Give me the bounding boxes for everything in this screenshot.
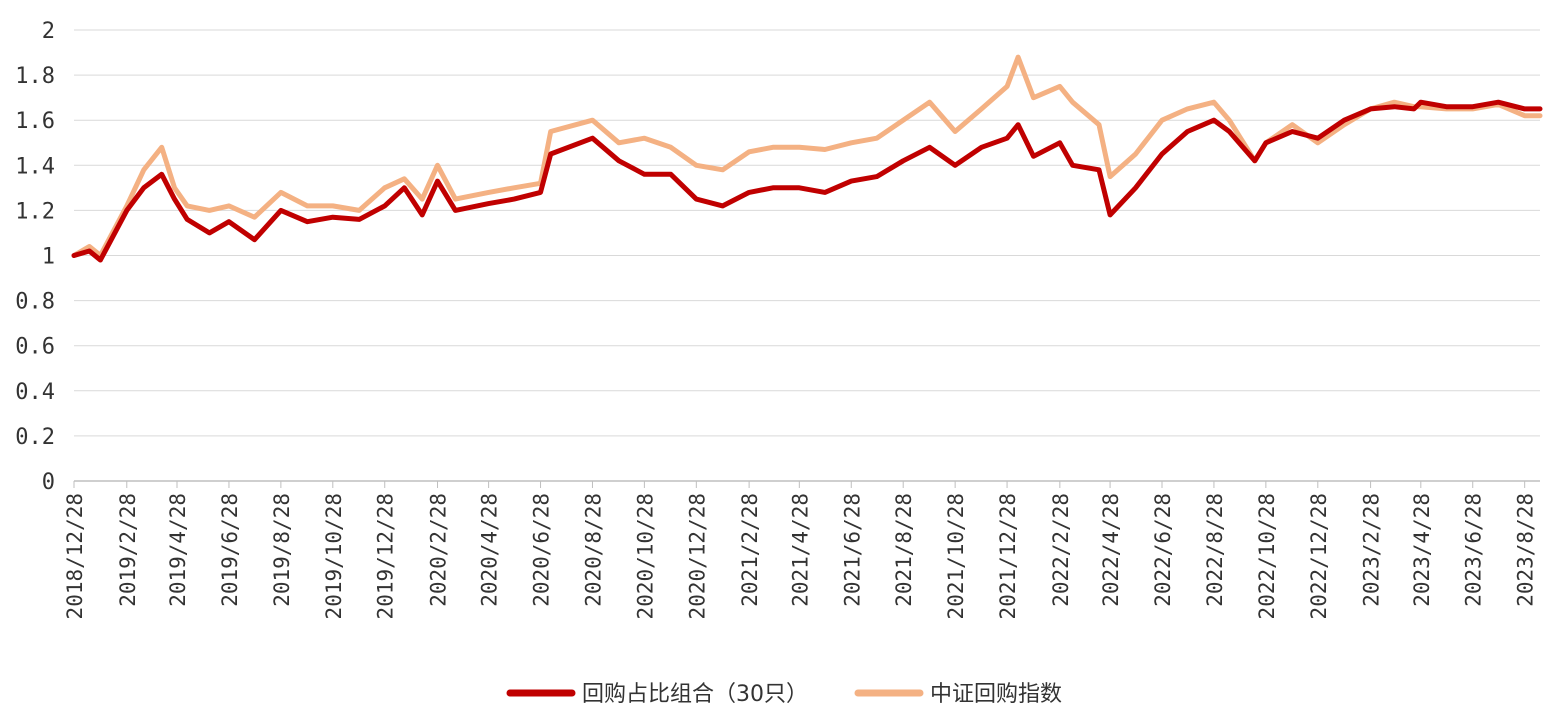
x-tick-label: 2020/6/28 [530, 493, 554, 607]
x-tick-label: 2022/4/28 [1099, 493, 1123, 607]
x-tick-label: 2023/4/28 [1410, 493, 1434, 607]
x-tick-label: 2020/12/28 [685, 493, 709, 619]
x-tick-label: 2023/2/28 [1360, 493, 1384, 607]
legend-label-series-2: 中证回购指数 [930, 682, 1062, 707]
x-tick-label: 2020/10/28 [633, 493, 657, 619]
x-tick-label: 2019/4/28 [166, 493, 190, 607]
x-tick-label: 2022/12/28 [1307, 493, 1331, 619]
series-lines [71, 54, 1543, 263]
x-tick-label: 2022/8/28 [1203, 493, 1227, 607]
y-tick-label: 1.4 [15, 154, 55, 179]
y-tick-label: 0.2 [15, 425, 55, 450]
y-tick-label: 0.4 [15, 380, 55, 405]
x-tick-label: 2021/8/28 [892, 493, 916, 607]
series-line-1 [71, 99, 1543, 263]
legend: 回购占比组合（30只） 中证回购指数 [506, 682, 1062, 707]
x-tick-label: 2021/2/28 [738, 493, 762, 607]
y-tick-label: 0 [42, 470, 55, 495]
series-line-2 [71, 54, 1543, 258]
x-tick-label: 2023/8/28 [1514, 493, 1538, 607]
x-tick-label: 2019/12/28 [374, 493, 398, 619]
x-tick-label: 2020/2/28 [427, 493, 451, 607]
y-tick-label: 0.6 [15, 335, 55, 360]
y-tick-label: 1 [42, 245, 55, 270]
x-tick-label: 2021/12/28 [996, 493, 1020, 619]
x-tick-label: 2020/4/28 [478, 493, 502, 607]
y-tick-label: 1.6 [15, 109, 55, 134]
x-tick-label: 2019/6/28 [218, 493, 242, 607]
y-axis-ticks: 0 0.2 0.4 0.6 0.8 1 1.2 1.4 1.6 1.8 2 [15, 19, 55, 495]
legend-label-series-1: 回购占比组合（30只） [582, 682, 808, 707]
x-tick-label: 2018/12/28 [63, 493, 87, 619]
y-tick-label: 1.2 [15, 199, 55, 224]
x-tick-label: 2019/10/28 [322, 493, 346, 619]
x-tick-label: 2021/4/28 [788, 493, 812, 607]
x-tick-label: 2022/2/28 [1049, 493, 1073, 607]
x-tick-label: 2020/8/28 [581, 493, 605, 607]
y-tick-label: 1.8 [15, 64, 55, 89]
x-tick-label: 2021/10/28 [944, 493, 968, 619]
y-tick-label: 0.8 [15, 290, 55, 315]
gridlines [74, 29, 1540, 482]
x-tick-label: 2019/2/28 [116, 493, 140, 607]
x-tick-label: 2019/8/28 [270, 493, 294, 607]
x-tick-label: 2022/10/28 [1255, 493, 1279, 619]
y-tick-label: 2 [42, 19, 55, 44]
x-tick-label: 2023/6/28 [1462, 493, 1486, 607]
x-tick-label: 2021/6/28 [840, 493, 864, 607]
x-axis: 2018/12/28 2019/2/28 2019/4/28 2019/6/28 201… [63, 481, 1538, 619]
x-tick-label: 2022/6/28 [1151, 493, 1175, 607]
